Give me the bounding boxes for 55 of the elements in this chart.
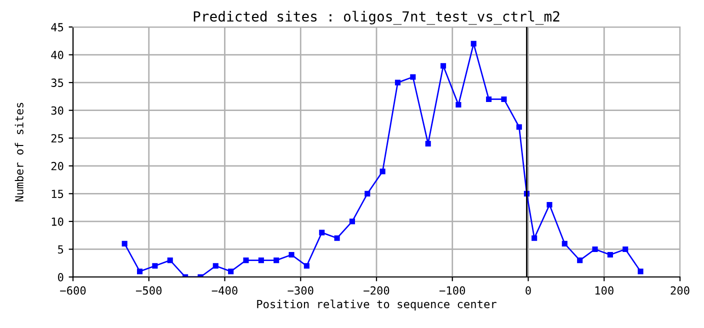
point xyxy=(364,190,370,196)
x-tick-label: 200 xyxy=(670,286,690,295)
point xyxy=(456,102,462,108)
point xyxy=(622,246,628,252)
point xyxy=(394,80,401,86)
y-tick-label: 40 xyxy=(51,50,64,60)
x-tick-label: −100 xyxy=(439,286,466,295)
x-tick-label: −400 xyxy=(212,286,238,295)
point xyxy=(592,246,598,252)
y-axis-title: Number of sites xyxy=(14,102,24,202)
point xyxy=(334,235,340,241)
point xyxy=(532,235,538,241)
chart-title: Predicted sites : oligos_7nt_test_vs_ctrl_m2 xyxy=(194,10,560,25)
y-tick-label: 0 xyxy=(58,273,64,282)
point xyxy=(607,252,613,258)
x-tick-label: 100 xyxy=(595,286,614,295)
x-tick-label: −300 xyxy=(288,286,314,295)
y-tick-label: 5 xyxy=(58,245,64,254)
point xyxy=(152,263,158,269)
point xyxy=(122,240,128,246)
point xyxy=(228,268,234,274)
point xyxy=(288,252,294,258)
point xyxy=(167,258,173,264)
point xyxy=(136,268,143,274)
y-tick-label: 45 xyxy=(51,23,64,32)
point xyxy=(501,96,507,102)
point xyxy=(562,240,568,246)
x-tick-label: −500 xyxy=(136,286,162,295)
y-tick-label: 20 xyxy=(51,162,64,170)
point xyxy=(546,202,552,208)
point xyxy=(243,258,249,264)
y-tick-label: 10 xyxy=(52,217,64,226)
point xyxy=(425,140,431,146)
point xyxy=(638,268,644,274)
point xyxy=(440,63,446,69)
point xyxy=(516,124,522,130)
y-tick-label: 35 xyxy=(51,78,64,87)
x-tick-label: −200 xyxy=(364,286,390,295)
point xyxy=(274,258,280,264)
point xyxy=(304,263,310,269)
point xyxy=(319,230,325,236)
point xyxy=(380,168,386,174)
point xyxy=(577,258,583,264)
y-tick-label: 30 xyxy=(51,106,64,115)
x-tick-label: 0 xyxy=(526,286,531,295)
point xyxy=(349,218,355,224)
point xyxy=(212,263,218,269)
y-tick-label: 15 xyxy=(52,190,64,198)
point xyxy=(470,40,476,46)
x-axis-title: Position relative to sequence center xyxy=(257,300,496,310)
point xyxy=(486,96,492,102)
point xyxy=(410,74,416,80)
x-tick-label: −600 xyxy=(60,286,86,295)
point xyxy=(258,258,264,264)
y-tick-label: 25 xyxy=(51,134,64,143)
